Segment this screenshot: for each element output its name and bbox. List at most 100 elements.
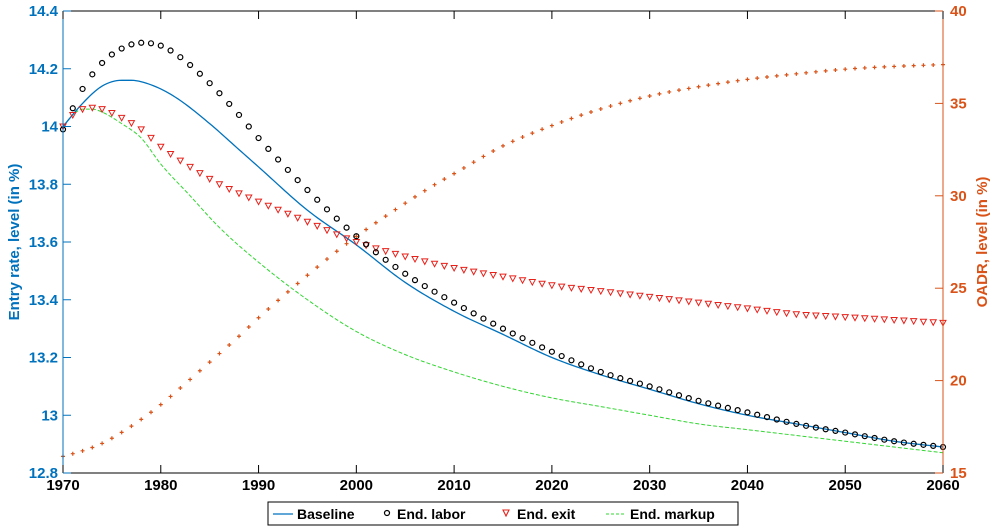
end-labor-marker: [920, 441, 927, 448]
oadr-marker: [686, 86, 691, 91]
end-exit-marker: [704, 300, 713, 308]
end-exit-marker: [391, 250, 400, 258]
legend-end-exit-label: End. exit: [517, 506, 576, 522]
end-labor-marker: [900, 439, 907, 446]
end-exit-marker: [518, 277, 527, 285]
end-labor-marker: [304, 186, 311, 194]
end-exit-marker: [88, 104, 97, 112]
x-tick-label: 1990: [242, 477, 275, 494]
oadr-marker: [413, 194, 417, 199]
oadr-marker: [90, 445, 95, 450]
end-labor-marker: [685, 395, 692, 402]
end-exit-marker: [528, 279, 537, 287]
oadr-marker: [373, 220, 378, 225]
oadr-marker: [109, 436, 114, 441]
end-exit-marker: [880, 316, 889, 324]
end-exit-marker: [929, 319, 938, 327]
end-exit-marker: [137, 126, 146, 134]
end-labor-marker: [480, 315, 487, 322]
baseline-line: [62, 79, 944, 448]
end-markup-line: [62, 108, 944, 454]
series-layer: [59, 39, 947, 459]
end-exit-marker: [724, 303, 732, 311]
end-exit-marker: [841, 314, 850, 322]
oadr-marker: [589, 109, 593, 114]
legend-end-labor-label: End. labor: [397, 506, 466, 522]
end-labor-marker: [451, 299, 458, 306]
oadr-marker: [549, 123, 554, 128]
end-exit-marker: [636, 292, 644, 300]
end-exit-marker: [254, 198, 263, 206]
end-labor-marker: [832, 427, 839, 434]
end-labor-marker: [157, 42, 164, 49]
end-exit-marker: [645, 293, 654, 301]
end-labor-marker: [363, 241, 370, 248]
end-labor-marker: [89, 71, 96, 78]
oadr-marker: [168, 394, 173, 399]
end-exit-marker: [753, 306, 762, 314]
end-labor-marker: [607, 372, 614, 379]
end-exit-marker: [156, 143, 165, 151]
end-exit-marker: [626, 291, 634, 299]
end-labor-marker: [910, 440, 917, 447]
end-labor-marker: [793, 420, 800, 428]
end-exit-marker: [440, 262, 449, 270]
legend-baseline-label: Baseline: [297, 506, 355, 522]
end-labor-marker: [226, 100, 233, 108]
y-left-tick-label: 13.2: [29, 350, 58, 367]
end-labor-marker: [187, 61, 194, 69]
end-labor-marker: [372, 249, 379, 256]
end-exit-marker: [655, 295, 664, 303]
x-tick-label: 1970: [46, 477, 79, 494]
y-left-tick-label: 13.6: [29, 234, 58, 251]
x-tick-label: 2050: [829, 477, 862, 494]
end-exit-marker: [684, 298, 693, 306]
y-left-tick-label: 12.8: [29, 465, 58, 482]
legend-box: [267, 501, 739, 526]
end-exit-marker: [147, 134, 155, 142]
end-exit-marker: [860, 315, 869, 323]
y-left-tick-label: 13.4: [29, 292, 59, 309]
legend: Baseline End. labor End. exit End. marku…: [267, 501, 739, 526]
end-exit-marker: [176, 157, 185, 165]
end-exit-marker: [98, 106, 106, 114]
end-exit-marker: [596, 288, 605, 296]
x-tick-label: 2060: [926, 477, 959, 494]
end-exit-marker: [733, 304, 742, 312]
end-labor-marker: [147, 40, 155, 47]
end-labor-marker: [206, 80, 213, 87]
end-exit-marker: [264, 202, 273, 210]
oadr-marker: [422, 188, 427, 193]
end-exit-marker: [792, 311, 801, 319]
end-exit-marker: [108, 109, 116, 118]
oadr-marker: [432, 182, 437, 187]
oadr-marker: [823, 68, 828, 73]
end-labor-marker: [216, 90, 223, 97]
end-exit-marker: [909, 318, 918, 326]
end-exit-marker: [782, 310, 791, 318]
x-tick-label: 2000: [340, 477, 373, 494]
end-labor-marker: [509, 330, 516, 337]
end-exit-marker: [469, 268, 478, 276]
end-exit-marker: [900, 317, 908, 325]
y-right-tick-label: 30: [950, 188, 967, 205]
y-right-tick-label: 15: [950, 465, 967, 482]
legend-end-markup-label: End. markup: [630, 506, 715, 522]
end-exit-marker: [616, 290, 625, 298]
end-labor-marker: [441, 294, 448, 301]
oadr-marker: [129, 424, 134, 429]
end-exit-marker: [235, 190, 243, 198]
y-left-tick-label: 14.2: [29, 61, 58, 78]
oadr-marker: [510, 139, 515, 144]
x-tick-label: 2040: [731, 477, 764, 494]
legend-end-labor-swatch: [383, 509, 391, 517]
oadr-marker: [911, 63, 916, 68]
end-labor-marker: [666, 389, 673, 396]
oadr-marker: [647, 94, 652, 99]
end-labor-marker: [861, 433, 868, 440]
end-exit-marker: [274, 206, 282, 214]
end-exit-marker: [332, 231, 341, 239]
end-labor-marker: [167, 47, 174, 54]
end-labor-marker: [323, 206, 331, 213]
oadr-marker: [598, 106, 603, 111]
